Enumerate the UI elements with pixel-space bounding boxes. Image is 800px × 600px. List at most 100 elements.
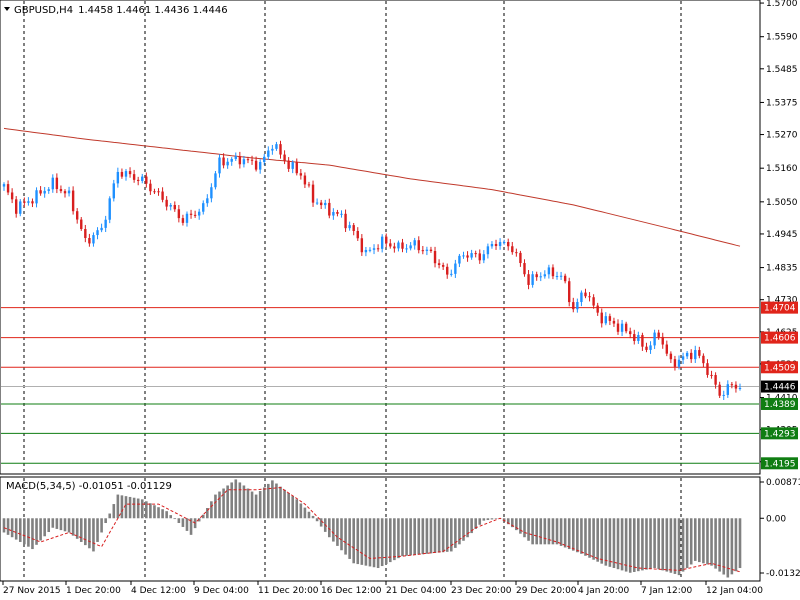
candle-body bbox=[149, 183, 152, 192]
macd-bar bbox=[531, 518, 534, 545]
candle-body bbox=[104, 219, 107, 228]
moving-average-line bbox=[3, 127, 741, 247]
candle-body bbox=[254, 160, 258, 170]
macd-bar bbox=[140, 499, 144, 519]
price-axis: 1.5700 1.5590 1.5485 1.5375 1.5270 1.5160 1.50… bbox=[760, 0, 798, 468]
candle-body bbox=[649, 345, 652, 350]
macd-bar bbox=[315, 518, 319, 522]
candle-body bbox=[523, 263, 526, 275]
candle-body bbox=[31, 201, 34, 204]
macd-bar bbox=[67, 518, 71, 533]
macd-bar bbox=[637, 518, 640, 572]
macd-bar bbox=[592, 518, 595, 560]
macd-bar bbox=[254, 494, 258, 519]
candle-body bbox=[165, 199, 168, 207]
macd-bar bbox=[108, 513, 112, 519]
level-tag-label: 1.4606 bbox=[764, 334, 796, 344]
candle-body bbox=[409, 245, 412, 249]
macd-bar bbox=[685, 518, 689, 569]
candle-body bbox=[694, 350, 697, 360]
macd-bar bbox=[250, 491, 254, 519]
macd-bar bbox=[681, 518, 685, 572]
macd-bar bbox=[88, 518, 91, 549]
candle-body bbox=[368, 249, 372, 251]
candle-body bbox=[153, 191, 156, 193]
candle-body bbox=[372, 248, 376, 250]
candle-body bbox=[311, 184, 315, 203]
macd-bar bbox=[730, 518, 734, 575]
macd-bar bbox=[608, 518, 612, 567]
level-tag bbox=[761, 301, 798, 314]
candle-body bbox=[376, 248, 380, 250]
candle-body bbox=[364, 249, 368, 253]
macd-bar bbox=[693, 518, 697, 561]
candle-body bbox=[332, 212, 335, 216]
candle-body bbox=[39, 190, 42, 194]
candle-body bbox=[673, 359, 677, 367]
macd-bar bbox=[43, 518, 46, 537]
macd-bar bbox=[600, 518, 604, 564]
macd-bar bbox=[462, 518, 465, 541]
macd-bar bbox=[226, 485, 229, 519]
candle-body bbox=[738, 387, 742, 389]
candle-body bbox=[730, 384, 734, 386]
candle-body bbox=[576, 302, 579, 310]
time-tick-label: 23 Dec 20:00 bbox=[451, 586, 512, 596]
candle-body bbox=[246, 159, 250, 161]
candle-body bbox=[417, 240, 420, 251]
candle-body bbox=[596, 305, 599, 313]
candle-body bbox=[202, 203, 205, 212]
macd-bar bbox=[23, 518, 26, 545]
candle-body bbox=[287, 160, 290, 169]
macd-bar bbox=[100, 518, 103, 533]
candle-body bbox=[401, 242, 404, 249]
macd-bar bbox=[657, 518, 660, 570]
candle-body bbox=[441, 265, 445, 267]
price-tick-label: 1.5700 bbox=[766, 0, 798, 9]
candle-body bbox=[299, 173, 303, 176]
candle-body bbox=[702, 355, 705, 364]
macd-bar bbox=[173, 518, 177, 520]
macd-bar bbox=[271, 480, 274, 519]
level-tag bbox=[761, 361, 798, 374]
candle-body bbox=[450, 273, 453, 275]
macd-bar bbox=[71, 518, 75, 536]
candle-body bbox=[454, 263, 457, 274]
macd-bar bbox=[523, 518, 526, 538]
macd-bar bbox=[55, 518, 59, 529]
candle-body bbox=[633, 334, 636, 341]
macd-bar bbox=[376, 518, 380, 569]
candle-body bbox=[531, 274, 534, 285]
candle-body bbox=[690, 352, 693, 360]
candle-body bbox=[47, 189, 50, 191]
candle-body bbox=[197, 211, 201, 216]
candle-body bbox=[474, 253, 477, 255]
time-tick-label: 9 Dec 04:00 bbox=[194, 586, 249, 596]
price-panel[interactable]: GBPUSD,H4 1.4458 1.4461 1.4436 1.4446 bbox=[0, 0, 761, 475]
macd-bar bbox=[145, 501, 148, 519]
candle-body bbox=[2, 184, 6, 187]
candle-body bbox=[157, 191, 160, 193]
candle-body bbox=[547, 267, 551, 275]
candle-body bbox=[263, 156, 266, 162]
macd-bar bbox=[559, 518, 563, 546]
time-tick-label: 11 Dec 20:00 bbox=[258, 586, 319, 596]
candle-body bbox=[161, 191, 164, 200]
candle-body bbox=[71, 190, 75, 212]
macd-panel[interactable]: MACD(5,34,5) -0.01051 -0.01129 bbox=[0, 476, 761, 582]
candle-body bbox=[563, 275, 567, 282]
candle-body bbox=[620, 323, 624, 332]
macd-bar bbox=[384, 518, 388, 565]
macd-bar bbox=[478, 518, 482, 525]
candle-body bbox=[218, 157, 221, 174]
candle-body bbox=[124, 171, 128, 177]
macd-bar bbox=[551, 518, 555, 545]
candle-body bbox=[685, 352, 689, 357]
chevron-down-icon[interactable] bbox=[4, 7, 10, 11]
current-price-label: 1.4446 bbox=[764, 383, 796, 393]
price-tick-label: 1.4945 bbox=[766, 230, 798, 240]
macd-bar bbox=[201, 514, 205, 519]
candle-body bbox=[19, 201, 22, 214]
macd-bar bbox=[734, 518, 738, 572]
